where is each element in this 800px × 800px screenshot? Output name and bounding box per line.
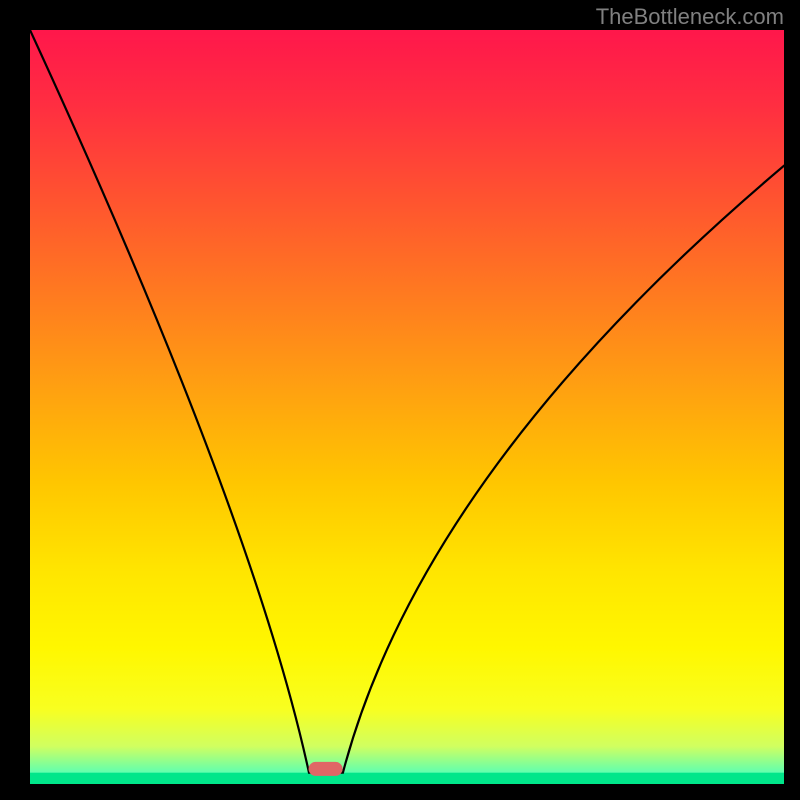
gradient-background xyxy=(30,30,784,784)
green-band xyxy=(30,773,784,784)
optimal-marker xyxy=(309,762,343,776)
chart-svg xyxy=(30,30,784,784)
plot-area xyxy=(30,30,784,784)
watermark-text: TheBottleneck.com xyxy=(596,4,784,30)
